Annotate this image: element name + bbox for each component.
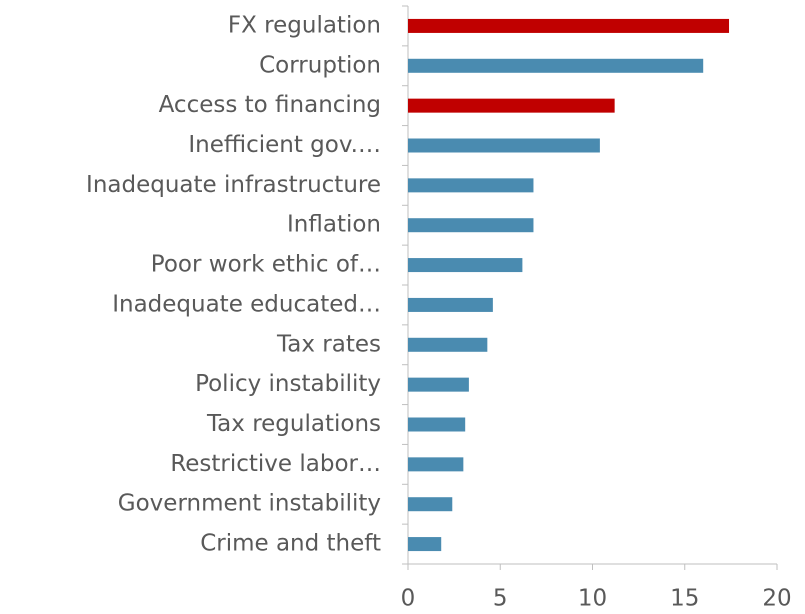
- x-tick-label: 10: [578, 586, 607, 612]
- bar: [408, 218, 534, 233]
- y-tick-label: Poor work ethic of…: [151, 252, 381, 278]
- y-tick-label: Access to financing: [159, 92, 381, 118]
- y-tick-label: Tax rates: [276, 331, 381, 357]
- bar: [408, 377, 469, 392]
- y-tick-label: Policy instability: [195, 371, 381, 397]
- bar: [408, 457, 464, 472]
- bar: [408, 258, 523, 273]
- x-tick-label: 20: [762, 586, 791, 612]
- bar: [408, 98, 615, 113]
- bar: [408, 497, 453, 512]
- y-tick-label: FX regulation: [228, 12, 381, 38]
- y-tick-label: Inefficient gov.…: [188, 132, 381, 158]
- bar: [408, 297, 493, 312]
- x-tick-label: 15: [670, 586, 699, 612]
- y-tick-label: Tax regulations: [206, 411, 381, 437]
- y-tick-label: Corruption: [259, 52, 381, 78]
- y-tick-label: Inadequate infrastructure: [86, 172, 381, 198]
- bar: [408, 537, 442, 552]
- y-tick-label: Crime and theft: [200, 531, 381, 557]
- bar: [408, 417, 466, 432]
- y-tick-label: Inflation: [287, 212, 381, 238]
- x-tick-label: 0: [401, 586, 416, 612]
- y-tick-label: Restrictive labor…: [170, 451, 381, 477]
- bar: [408, 178, 534, 193]
- bar: [408, 58, 704, 73]
- bar: [408, 138, 600, 153]
- y-tick-label: Government instability: [118, 491, 381, 517]
- y-tick-label: Inadequate educated…: [112, 291, 381, 317]
- x-tick-label: 5: [493, 586, 508, 612]
- bar: [408, 18, 730, 33]
- bar: [408, 337, 488, 352]
